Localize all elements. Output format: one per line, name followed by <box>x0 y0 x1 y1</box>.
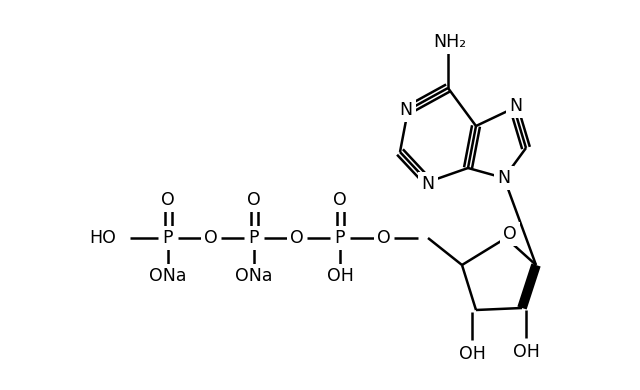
Text: O: O <box>503 225 517 243</box>
Text: HO: HO <box>89 229 116 247</box>
Text: NH₂: NH₂ <box>433 33 467 51</box>
Text: O: O <box>377 229 391 247</box>
Text: P: P <box>249 229 259 247</box>
Text: N: N <box>399 101 413 119</box>
Text: O: O <box>161 191 175 209</box>
Text: N: N <box>509 97 523 115</box>
Text: O: O <box>333 191 347 209</box>
Text: N: N <box>421 175 435 193</box>
Text: ONa: ONa <box>149 267 187 285</box>
Text: O: O <box>290 229 304 247</box>
Text: N: N <box>497 169 511 187</box>
Text: OH: OH <box>513 343 540 361</box>
Text: ONa: ONa <box>236 267 273 285</box>
Text: OH: OH <box>459 345 485 363</box>
Text: OH: OH <box>326 267 353 285</box>
Text: P: P <box>163 229 173 247</box>
Text: P: P <box>335 229 345 247</box>
Text: O: O <box>247 191 261 209</box>
Text: O: O <box>204 229 218 247</box>
